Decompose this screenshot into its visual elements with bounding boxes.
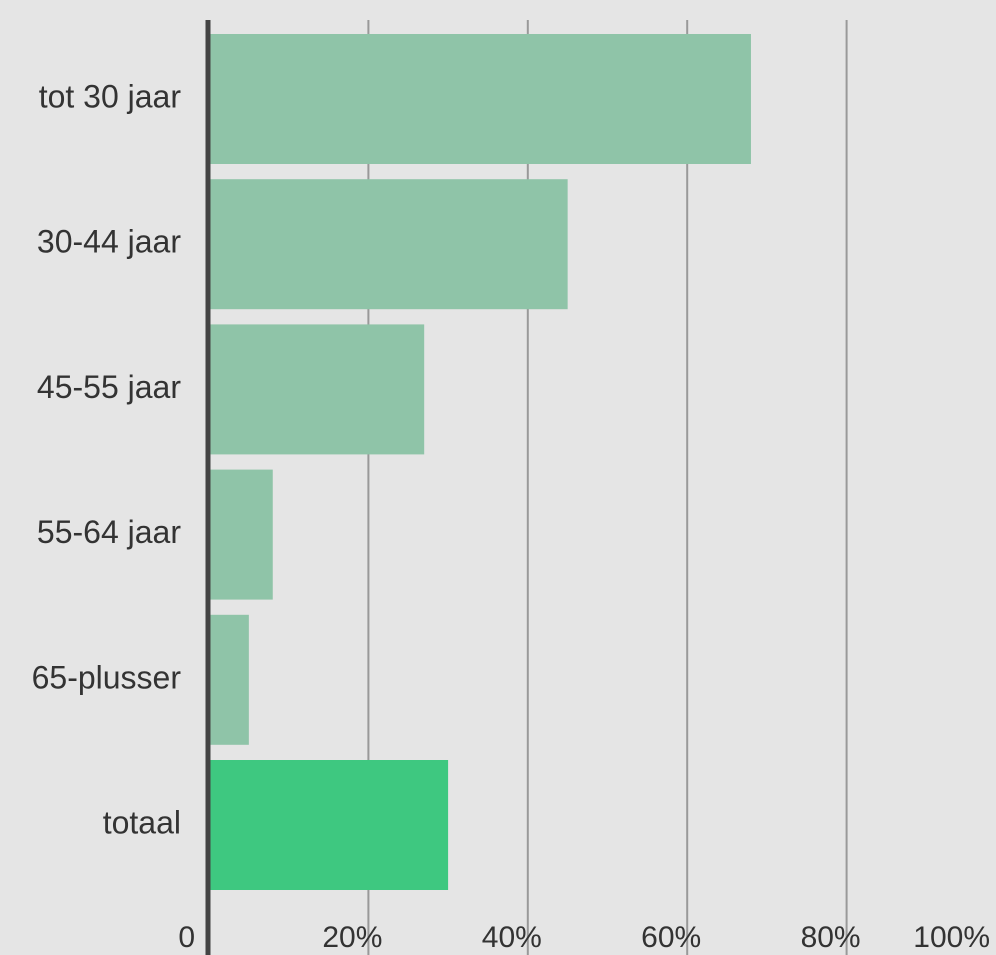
category-label: totaal bbox=[103, 804, 181, 840]
category-label: 45-55 jaar bbox=[37, 369, 181, 405]
bar-tot-30-jaar bbox=[209, 34, 751, 164]
category-labels: tot 30 jaar 30-44 jaar 45-55 jaar 55-64 jaa… bbox=[32, 78, 182, 840]
x-tick-label: 40% bbox=[482, 921, 542, 954]
x-tick-label: 20% bbox=[322, 921, 382, 954]
x-tick-label: 60% bbox=[641, 921, 701, 954]
category-label: 55-64 jaar bbox=[37, 514, 181, 550]
category-label: tot 30 jaar bbox=[39, 78, 182, 114]
category-label: 30-44 jaar bbox=[37, 224, 181, 260]
bar-65-plusser bbox=[209, 614, 249, 745]
bar-45-55-jaar bbox=[209, 324, 425, 455]
category-label: 65-plusser bbox=[32, 659, 182, 695]
bars bbox=[209, 34, 751, 890]
bar-55-64-jaar bbox=[209, 469, 273, 600]
x-tick-label: 80% bbox=[801, 921, 861, 954]
x-tick-labels: 0 20% 40% 60% 80% 100% bbox=[178, 921, 990, 954]
bar-30-44-jaar bbox=[209, 179, 568, 310]
bar-totaal bbox=[209, 760, 449, 890]
x-tick-label: 100% bbox=[913, 921, 990, 954]
x-tick-label: 0 bbox=[178, 921, 195, 954]
